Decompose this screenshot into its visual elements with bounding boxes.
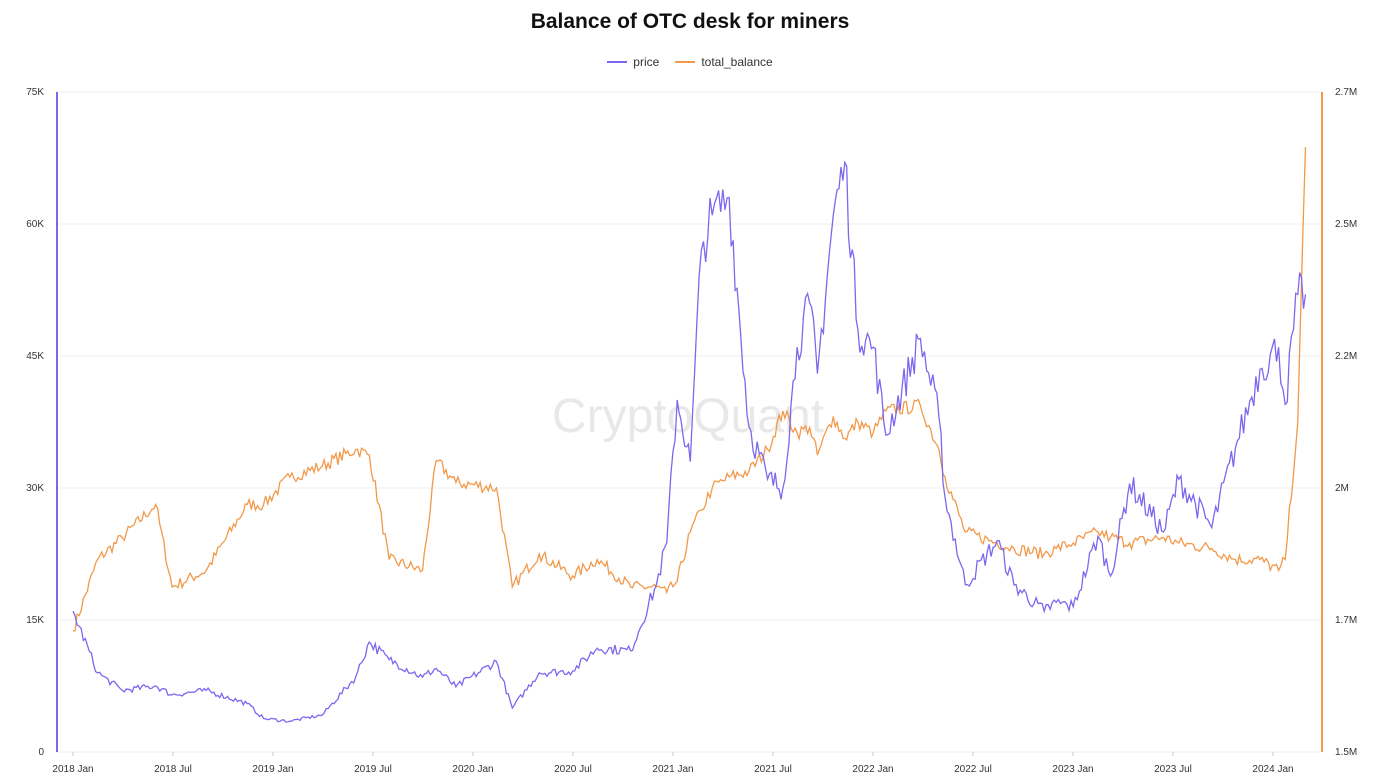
- legend: price total_balance: [0, 55, 1380, 69]
- x-tick-label: 2021 Jul: [754, 764, 792, 775]
- y-left-tick-label: 45K: [26, 351, 44, 362]
- watermark: CryptoQuant: [552, 390, 824, 443]
- chart-title: Balance of OTC desk for miners: [530, 10, 850, 33]
- legend-swatch-total-balance: [675, 61, 696, 63]
- series-line-total-balance: [72, 146, 1307, 632]
- x-tick-label: 2023 Jul: [1154, 764, 1192, 775]
- legend-item-total-balance[interactable]: total_balance: [675, 55, 773, 69]
- y-right-tick-label: 1.7M: [1335, 615, 1357, 626]
- legend-swatch-price: [607, 61, 628, 63]
- y-left-tick-label: 0: [38, 747, 44, 758]
- y-right-tick-label: 2.7M: [1335, 87, 1357, 98]
- x-tick-label: 2019 Jan: [252, 764, 293, 775]
- y-left-tick-label: 75K: [26, 87, 44, 98]
- series-layer: [72, 146, 1307, 723]
- x-tick-label: 2020 Jan: [452, 764, 493, 775]
- legend-label-price: price: [633, 55, 660, 69]
- x-tick-label: 2021 Jan: [652, 764, 693, 775]
- x-tick-label: 2022 Jul: [954, 764, 992, 775]
- grid-layer: [57, 91, 1322, 753]
- x-tick-label: 2020 Jul: [554, 764, 592, 775]
- x-tick-label: 2019 Jul: [354, 764, 392, 775]
- y-right-tick-label: 1.5M: [1335, 747, 1357, 758]
- y-left-tick-label: 15K: [26, 615, 44, 626]
- series-line-price: [72, 160, 1307, 723]
- axis-layer: 0 15K 30K 45K 60K 75K 1.5M 1.7M 2M 2.2M 2.5M 2.7M 20…: [26, 87, 1357, 775]
- x-tick-label: 2024 Jan: [1252, 764, 1293, 775]
- x-tick-label: 2018 Jan: [52, 764, 93, 775]
- y-left-tick-label: 30K: [26, 483, 44, 494]
- legend-item-price[interactable]: price: [607, 55, 659, 69]
- x-tick-label: 2022 Jan: [852, 764, 893, 775]
- y-left-tick-label: 60K: [26, 219, 44, 230]
- y-right-tick-label: 2.5M: [1335, 219, 1357, 230]
- x-tick-label: 2018 Jul: [154, 764, 192, 775]
- y-right-tick-label: 2M: [1335, 483, 1349, 494]
- y-right-tick-label: 2.2M: [1335, 351, 1357, 362]
- x-tick-label: 2023 Jan: [1052, 764, 1093, 775]
- legend-label-total-balance: total_balance: [701, 55, 773, 69]
